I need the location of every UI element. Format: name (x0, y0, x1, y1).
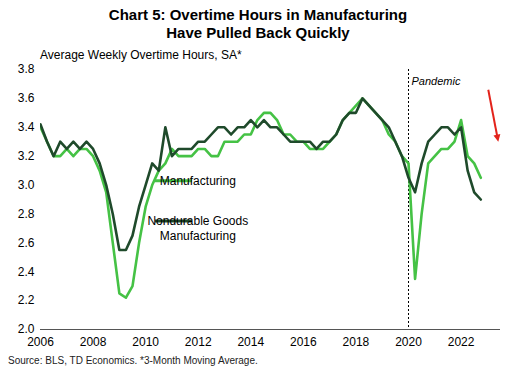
svg-text:2016: 2016 (290, 335, 317, 349)
html-text:Average Weekly Overtime Hours,: Average Weekly Overtime Hours, SA* (40, 48, 242, 62)
svg-text:Manufacturing: Manufacturing (160, 174, 236, 188)
svg-text:2006: 2006 (27, 335, 54, 349)
svg-text:2.6: 2.6 (18, 236, 35, 250)
svg-text:3.4: 3.4 (18, 120, 35, 134)
svg-text:3.2: 3.2 (18, 149, 35, 163)
html-text:Chart 5: Overtime Hours in Man: Chart 5: Overtime Hours in Manufacturing… (108, 6, 408, 41)
svg-text:2020: 2020 (395, 335, 422, 349)
svg-text:2.2: 2.2 (18, 293, 35, 307)
svg-text:2.4: 2.4 (18, 265, 35, 279)
svg-text:3.0: 3.0 (18, 178, 35, 192)
svg-text:2022: 2022 (448, 335, 475, 349)
svg-text:3.8: 3.8 (18, 63, 35, 76)
svg-text:2012: 2012 (185, 335, 212, 349)
html-text:Source: BLS, TD Economics. *3-: Source: BLS, TD Economics. *3-Month Movi… (8, 355, 258, 366)
svg-text:2014: 2014 (237, 335, 264, 349)
svg-text:3.6: 3.6 (18, 91, 35, 105)
svg-text:Nondurable GoodsManufacturing: Nondurable GoodsManufacturing (147, 214, 248, 243)
svg-text:2018: 2018 (343, 335, 370, 349)
svg-text:2.0: 2.0 (17, 322, 35, 337)
svg-text:2.8: 2.8 (18, 207, 35, 221)
svg-text:2010: 2010 (132, 335, 159, 349)
svg-text:Pandemic: Pandemic (412, 75, 461, 87)
svg-text:2008: 2008 (80, 335, 107, 349)
